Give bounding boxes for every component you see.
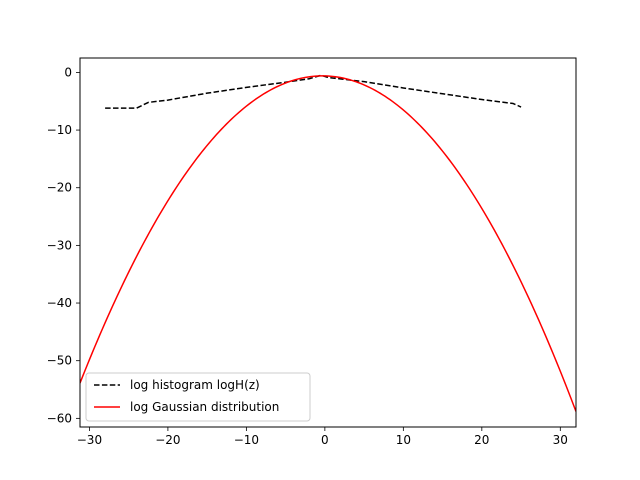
series-line-gaussian	[80, 75, 576, 412]
legend-box	[85, 372, 311, 422]
y-axis: 0 −10 −20 −30 −40 −50 −60	[47, 65, 80, 425]
x-tick-label: −20	[155, 433, 180, 447]
x-tick-label: 20	[474, 433, 489, 447]
legend: log histogram logH(z) log Gaussian distr…	[85, 372, 311, 422]
x-axis: −30 −20 −10 0 10 20 30	[77, 427, 568, 447]
x-tick-label: −10	[234, 433, 259, 447]
series-layer	[80, 74, 576, 412]
x-tick-label: −30	[77, 433, 102, 447]
y-tick-label: −20	[47, 181, 72, 195]
y-tick-label: 0	[64, 65, 72, 79]
y-tick-label: −50	[47, 354, 72, 368]
x-tick-label: 10	[396, 433, 411, 447]
y-tick-label: −60	[47, 411, 72, 425]
y-tick-label: −40	[47, 296, 72, 310]
legend-label-gaussian: log Gaussian distribution	[130, 400, 279, 414]
y-tick-label: −10	[47, 123, 72, 137]
plot-frame	[79, 57, 577, 428]
legend-label-histogram: log histogram logH(z)	[130, 378, 260, 392]
y-tick-label: −30	[47, 238, 72, 252]
x-tick-label: 30	[553, 433, 568, 447]
x-tick-label: 0	[321, 433, 329, 447]
